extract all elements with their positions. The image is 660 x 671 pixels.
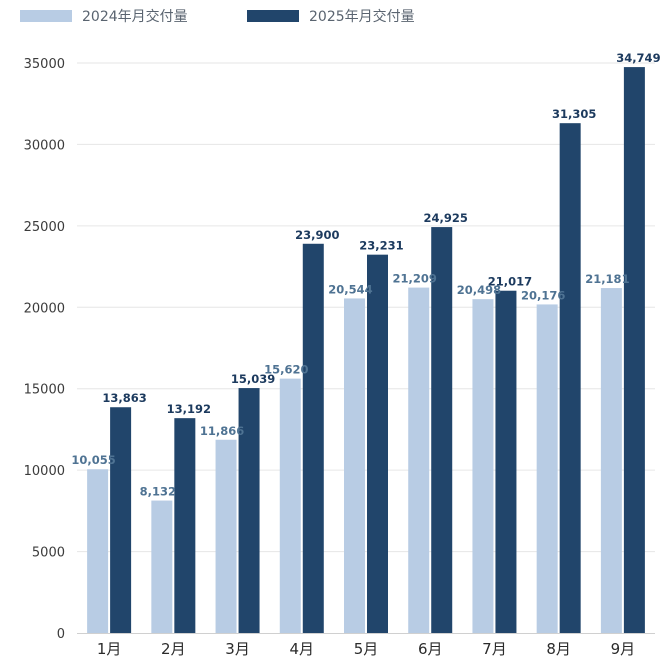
data-label-series1: 20,544 — [328, 282, 372, 296]
bar-series2 — [110, 407, 132, 633]
data-label-series1: 20,498 — [457, 283, 501, 297]
legend-swatch-2 — [247, 10, 299, 22]
x-tick-label: 7月 — [482, 640, 507, 658]
y-tick-label: 5000 — [32, 546, 65, 561]
bars — [87, 67, 645, 634]
bar-series2 — [431, 227, 453, 634]
legend: 2024年月交付量 2025年月交付量 — [20, 8, 415, 25]
y-tick-label: 15000 — [24, 383, 65, 398]
data-label-series2: 31,305 — [552, 107, 596, 121]
data-label-series2: 34,749 — [616, 51, 660, 65]
data-label-series1: 10,055 — [71, 453, 115, 467]
bar-series2 — [495, 290, 517, 633]
data-label-series2: 23,900 — [295, 228, 339, 242]
bar-series1 — [472, 299, 494, 633]
bar-series1 — [408, 287, 430, 633]
data-label-series1: 20,176 — [521, 288, 565, 302]
bar-series2 — [302, 243, 324, 633]
x-tick-label: 2月 — [161, 640, 186, 658]
y-tick-label: 25000 — [24, 220, 65, 235]
x-tick-label: 8月 — [546, 640, 571, 658]
bar-series1 — [87, 469, 109, 633]
value-labels: 10,055 13,863 8,132 13,192 11,866 15,03915,62… — [71, 51, 660, 498]
x-tick-label: 6月 — [418, 640, 443, 658]
bar-series1 — [215, 439, 237, 633]
bar-series1 — [279, 378, 301, 633]
x-axis: 1月 2月 3月 4月 5月 6月 7月 8月 9月 — [77, 633, 655, 658]
legend-label-1: 2024年月交付量 — [82, 8, 188, 25]
bar-series1 — [536, 304, 558, 633]
bar-series2 — [623, 67, 645, 634]
data-label-series2: 13,863 — [102, 391, 146, 405]
y-axis: 0 5000 10000 15000 20000 25000 30000 35000 — [24, 57, 65, 642]
data-label-series1: 21,181 — [585, 272, 629, 286]
data-label-series1: 15,620 — [264, 363, 308, 377]
data-label-series2: 13,192 — [167, 402, 211, 416]
bar-series1 — [600, 288, 622, 633]
data-label-series1: 8,132 — [140, 485, 176, 499]
x-tick-label: 9月 — [611, 640, 636, 658]
x-tick-label: 5月 — [354, 640, 379, 658]
data-label-series1: 21,209 — [393, 272, 437, 286]
bar-series2 — [559, 123, 581, 633]
y-tick-label: 10000 — [24, 464, 65, 479]
bar-series2 — [174, 418, 196, 633]
y-tick-label: 0 — [57, 627, 65, 642]
legend-swatch-1 — [20, 10, 72, 22]
data-label-series2: 15,039 — [231, 372, 275, 386]
bar-series2 — [367, 254, 388, 633]
y-tick-label: 20000 — [24, 301, 65, 316]
x-tick-label: 3月 — [225, 640, 250, 658]
data-label-series2: 23,231 — [359, 239, 403, 253]
bar-series1 — [344, 298, 365, 633]
legend-label-2: 2025年月交付量 — [309, 8, 415, 25]
bar-series1 — [151, 500, 173, 633]
y-tick-label: 35000 — [24, 57, 65, 72]
x-tick-label: 4月 — [290, 640, 315, 658]
gridlines — [77, 62, 655, 553]
data-label-series2: 24,925 — [424, 211, 468, 225]
bar-series2 — [238, 388, 260, 633]
y-tick-label: 30000 — [24, 138, 65, 153]
x-tick-label: 1月 — [97, 640, 122, 658]
data-label-series1: 11,866 — [200, 424, 244, 438]
data-label-series2: 21,017 — [488, 275, 532, 289]
